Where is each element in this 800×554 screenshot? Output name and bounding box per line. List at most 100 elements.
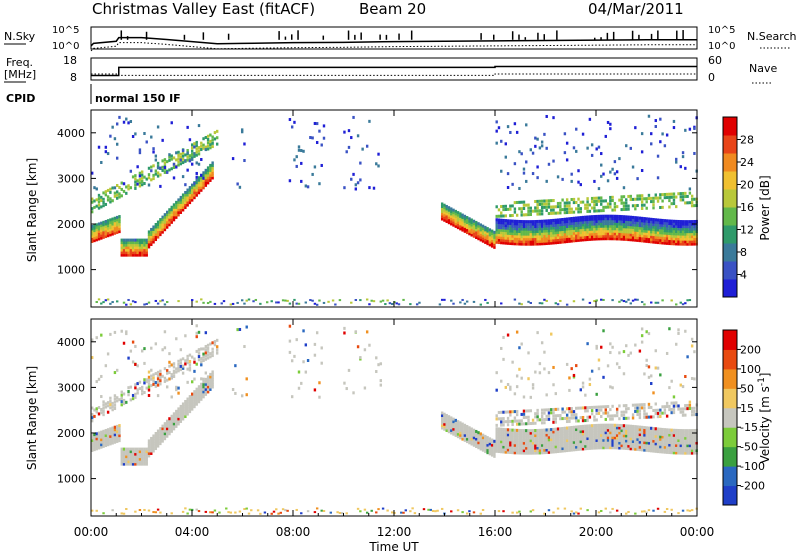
range-cell xyxy=(552,450,555,454)
range-cell xyxy=(547,433,551,437)
range-cell xyxy=(640,406,644,410)
range-cell xyxy=(145,253,148,257)
range-cell xyxy=(202,395,205,399)
range-cell xyxy=(125,452,128,456)
range-cell xyxy=(534,444,537,448)
range-cell xyxy=(452,302,455,305)
range-cell xyxy=(452,427,455,431)
range-cell xyxy=(118,230,121,234)
range-cell xyxy=(515,436,519,440)
range-cell xyxy=(559,211,562,215)
range-cell xyxy=(613,423,617,427)
range-cell xyxy=(179,200,183,204)
range-cell xyxy=(204,382,208,386)
range-cell xyxy=(500,205,503,209)
power-colorbar-label: Power [dB] xyxy=(758,175,772,240)
range-cell xyxy=(613,224,617,228)
range-cell xyxy=(531,451,535,455)
range-cell xyxy=(554,414,557,418)
range-cell xyxy=(481,227,485,231)
range-cell xyxy=(100,221,103,225)
range-cell xyxy=(502,241,505,245)
range-cell xyxy=(204,135,208,139)
x-tick-label: 20:00 xyxy=(579,525,614,539)
range-cell xyxy=(106,440,110,444)
range-cell xyxy=(543,428,546,432)
range-cell xyxy=(552,430,555,434)
range-cell xyxy=(650,232,653,236)
range-cell xyxy=(293,298,296,301)
range-cell xyxy=(140,460,144,464)
range-cell xyxy=(140,455,144,459)
range-cell xyxy=(91,207,94,211)
range-cell xyxy=(91,224,94,228)
range-cell xyxy=(536,219,539,223)
range-cell xyxy=(195,349,198,353)
range-cell xyxy=(550,205,553,209)
range-cell xyxy=(145,447,148,451)
range-cell xyxy=(684,431,687,435)
range-cell xyxy=(554,231,557,235)
range-cell xyxy=(645,227,648,231)
range-cell xyxy=(597,408,601,412)
range-cell xyxy=(597,433,601,437)
range-cell xyxy=(440,416,444,420)
range-cell xyxy=(538,224,542,228)
range-cell xyxy=(175,165,178,169)
range-cell xyxy=(511,182,514,186)
range-cell xyxy=(500,435,503,439)
range-cell xyxy=(100,226,103,230)
range-cell xyxy=(161,437,164,441)
range-cell xyxy=(122,238,126,242)
range-cell xyxy=(675,195,678,199)
noise-left-label: N.Sky xyxy=(4,30,36,43)
range-cell xyxy=(684,235,687,239)
range-cell xyxy=(177,208,180,212)
range-cell xyxy=(172,165,176,169)
range-cell xyxy=(145,378,148,382)
range-cell xyxy=(529,431,532,435)
range-cell xyxy=(504,420,507,424)
range-cell xyxy=(152,436,155,440)
range-cell xyxy=(165,220,169,224)
range-cell xyxy=(168,377,171,381)
range-cell xyxy=(679,242,682,246)
range-cell xyxy=(154,372,158,376)
range-cell xyxy=(500,233,503,237)
range-cell xyxy=(125,303,128,306)
range-cell xyxy=(593,431,596,435)
range-cell xyxy=(102,434,105,438)
range-cell xyxy=(134,253,137,257)
range-cell xyxy=(104,227,108,231)
range-cell xyxy=(472,229,476,233)
range-cell xyxy=(520,449,523,453)
range-cell xyxy=(479,437,482,441)
range-cell xyxy=(545,221,548,225)
range-cell xyxy=(647,415,651,419)
range-cell xyxy=(168,417,171,421)
range-cell xyxy=(502,357,505,361)
range-cell xyxy=(618,433,621,437)
range-cell xyxy=(561,208,564,212)
range-cell xyxy=(572,216,576,220)
range-cell xyxy=(545,231,548,235)
range-cell xyxy=(654,439,657,443)
range-cell xyxy=(115,399,119,403)
range-cell xyxy=(502,231,505,235)
range-cell xyxy=(102,200,105,204)
range-cell xyxy=(522,446,526,450)
range-cell xyxy=(677,224,680,228)
range-cell xyxy=(138,148,142,152)
range-cell xyxy=(518,229,521,233)
range-cell xyxy=(311,172,314,176)
range-cell xyxy=(568,210,571,214)
range-cell xyxy=(590,426,594,430)
freq-left-tick-top: 18 xyxy=(63,54,77,67)
range-cell xyxy=(536,449,539,453)
range-cell xyxy=(581,442,585,446)
range-cell xyxy=(561,439,564,443)
range-cell xyxy=(561,442,564,446)
range-cell xyxy=(647,217,651,221)
range-cell xyxy=(686,242,689,246)
range-cell xyxy=(588,230,592,234)
